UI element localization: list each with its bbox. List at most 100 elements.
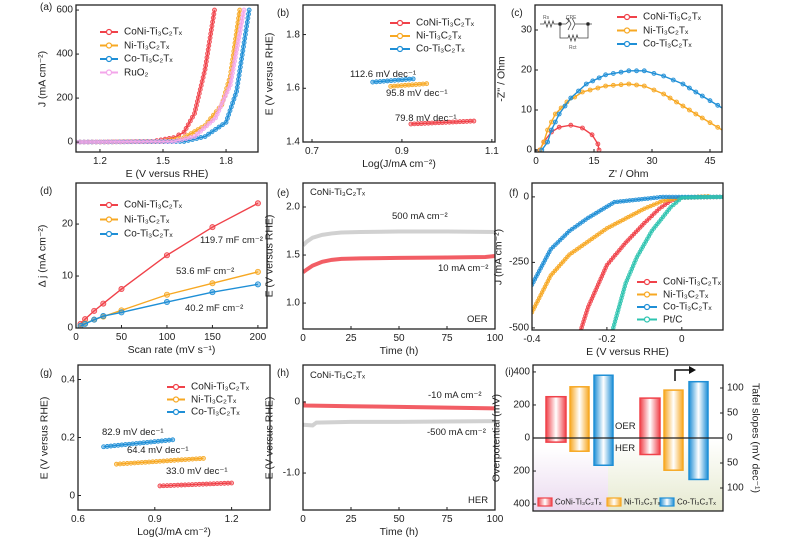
data-point [667,95,673,101]
y-tick-label: 0 [526,144,532,156]
data-point [621,198,626,204]
data-point [450,119,456,125]
legend-marker [396,45,404,53]
legend-label: Co-Ti₃C₂Tₓ [191,406,240,418]
series-line-2 [390,83,427,88]
panel-h [302,364,496,511]
data-point [238,23,244,29]
data-point [603,72,609,78]
data-point [202,67,208,72]
data-point [415,121,421,127]
data-point [192,111,197,116]
data-point [235,20,241,25]
data-point [163,291,170,298]
data-point [118,139,124,145]
bar-tafel-3 [688,380,709,481]
slope-annotation: 82.9 mV dec⁻¹ [102,427,164,438]
data-point [187,135,193,140]
data-point [699,93,705,99]
x-tick-label: -0.4 [523,334,541,345]
panel-label-f: (f) [509,188,519,199]
data-point [549,119,554,125]
data-point [641,68,647,74]
x-axis-label: Time (h) [379,345,419,357]
data-point [426,120,431,126]
data-point [171,482,177,488]
slope-annotation: 10 mA cm⁻² [438,263,489,274]
data-point [618,199,623,204]
data-point [583,81,589,87]
data-point [246,7,252,13]
legend-label: Pt/C [663,314,683,325]
data-point [552,111,558,117]
data-point [185,122,191,128]
y-tick-label: 1.6 [286,82,300,94]
y-tick-label: 0 [67,322,73,334]
slope-annotation: 79.8 mV dec⁻¹ [395,113,457,124]
arrow-right-icon [674,369,690,381]
x-tick-label: -0.2 [598,334,616,345]
data-point [576,88,581,94]
oer-label: OER [615,421,636,432]
data-point [229,480,235,486]
data-point [460,119,466,124]
data-point [237,27,243,33]
data-point [196,91,202,96]
legend-label: Co-Ti₃C₂Tₓ [124,53,173,65]
data-point [254,281,261,288]
series-line-3 [80,283,259,327]
y-tick-label: 1.0 [286,297,300,309]
legend-marker [643,291,651,298]
y-tick-label: 1.5 [286,249,300,261]
data-point [707,120,713,126]
panel-label-i: (i) [505,367,514,378]
x-tick-label: 50 [115,332,128,343]
data-point [198,83,204,88]
data-point [205,47,211,53]
bar-overpotential-2 [569,386,590,452]
slope-annotation: 500 mA cm⁻² [392,211,448,222]
legend-marker [623,27,631,34]
data-point [167,139,172,144]
x-tick-label: 1.1 [484,146,499,157]
data-point [162,139,168,144]
data-point [154,139,160,144]
y-tick-label: 10 [520,104,532,116]
data-point [237,68,243,74]
data-point [708,194,713,200]
data-point [464,118,470,124]
data-point [200,481,206,487]
node-dot [558,22,562,26]
legend-marker [172,396,180,403]
data-point [201,455,206,461]
data-point [175,482,181,488]
data-point [641,83,647,89]
x-tick-label: 45 [704,156,716,167]
slope-annotation: -10 mA cm⁻² [428,390,482,401]
panel-inner-text: OER [467,314,488,325]
axes-frame [534,4,723,153]
data-point [471,118,477,124]
data-point [651,87,657,93]
slope-annotation: 40.2 mF cm⁻² [185,303,244,314]
data-point [157,483,163,489]
y-axis-label: J (mA cm⁻²) [492,228,505,285]
panel-label-h: (h) [277,368,290,379]
data-point [626,81,632,87]
data-point [118,309,125,316]
legend-marker [105,201,113,209]
legend-label: CoNi-Ti₃C₂Tₓ [555,497,602,507]
data-point [618,69,624,75]
data-point [230,66,236,72]
y2-tick-label: 0 [727,432,733,444]
data-point [568,122,574,128]
data-point [610,71,616,76]
data-point [436,120,442,126]
data-point [97,139,103,145]
bar-tafel-2 [663,389,684,471]
data-point [106,139,111,145]
x-tick-label: 100 [158,332,176,343]
data-point [186,482,191,488]
x-tick-label: 100 [486,333,504,344]
y-tick-label: 400 [513,498,530,510]
